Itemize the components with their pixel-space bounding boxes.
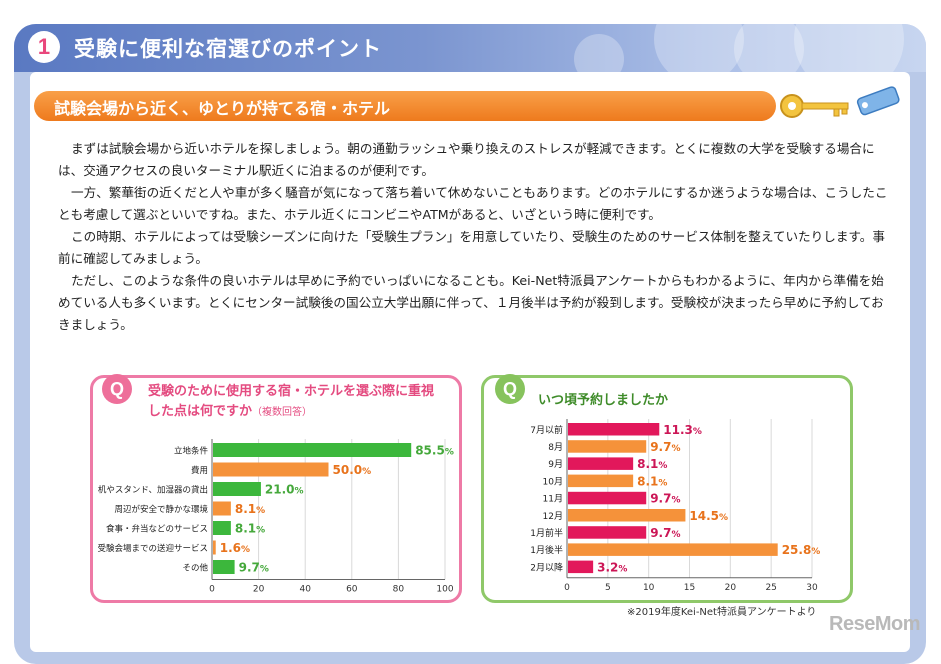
body-text: まずは試験会場から近いホテルを探しましょう。朝の通勤ラッシュや乗り換えのストレス… bbox=[58, 138, 890, 336]
tick-label: 10 bbox=[643, 583, 655, 593]
category-label: 食事・弁当などのサービス bbox=[106, 524, 208, 535]
category-label: 1月前半 bbox=[530, 527, 563, 539]
tick-label: 60 bbox=[346, 585, 358, 595]
paragraph: ただし、このような条件の良いホテルは早めに予約でいっぱいになることも。Kei-N… bbox=[58, 273, 884, 332]
data-label: 9.7% bbox=[650, 440, 680, 454]
data-label: 8.1% bbox=[235, 502, 265, 516]
card-title: いつ頃予約しましたか bbox=[538, 393, 669, 408]
bar bbox=[568, 491, 647, 505]
tick-label: 30 bbox=[806, 583, 818, 593]
data-label: 9.7% bbox=[650, 526, 680, 540]
data-label: 1.6% bbox=[220, 541, 250, 555]
data-label: 8.1% bbox=[637, 474, 667, 488]
q-badge: Q bbox=[495, 374, 525, 404]
brand-logo: ReseMom bbox=[829, 613, 920, 635]
source-note: ※2019年度Kei-Net特派員アンケートより bbox=[627, 607, 817, 618]
bar bbox=[568, 474, 634, 488]
data-label: 85.5% bbox=[415, 444, 454, 458]
bar bbox=[213, 443, 412, 457]
bar bbox=[213, 501, 231, 516]
category-label: 受験会場までの送迎サービス bbox=[97, 543, 208, 554]
tick-label: 25 bbox=[765, 583, 776, 593]
data-label: 9.7% bbox=[239, 561, 269, 575]
category-label: 11月 bbox=[543, 494, 563, 505]
data-label: 11.3% bbox=[663, 423, 702, 437]
data-label: 9.7% bbox=[650, 492, 680, 506]
title-bar bbox=[14, 24, 926, 72]
chart-booking-timing: 7月以前 11.3% 8月 9.7% 9月 8.1% 10月 8.1% 11月 9.7% 12月 14… bbox=[530, 419, 821, 593]
chart-criteria: 立地条件 85.5% 費用 50.0% 机やスタンド、加湿器の貸出 21.0% 周辺が安全で… bbox=[97, 439, 454, 595]
category-label: 費用 bbox=[191, 465, 208, 476]
key-icon bbox=[780, 86, 900, 118]
bar bbox=[213, 462, 329, 477]
data-label: 8.1% bbox=[637, 457, 667, 471]
data-label: 21.0% bbox=[265, 483, 304, 497]
bar bbox=[568, 423, 660, 436]
paragraph: まずは試験会場から近いホテルを探しましょう。朝の通勤ラッシュや乗り換えのストレス… bbox=[58, 141, 875, 178]
section-number: 1 bbox=[28, 31, 60, 63]
bar bbox=[568, 543, 778, 556]
card-title: 受験のために使用する宿・ホテルを選ぶ際に重視した点は何ですか（複数回答） bbox=[148, 382, 438, 423]
category-label: 周辺が安全で静かな環境 bbox=[114, 504, 208, 515]
data-label: 8.1% bbox=[235, 522, 265, 536]
category-label: 10月 bbox=[543, 476, 563, 487]
page-title: 受験に便利な宿選びのポイント bbox=[74, 37, 382, 61]
category-label: 12月 bbox=[543, 511, 563, 522]
bar bbox=[568, 560, 594, 574]
bar bbox=[213, 482, 261, 496]
category-label: 7月以前 bbox=[530, 424, 563, 436]
bar bbox=[568, 526, 647, 539]
tick-label: 20 bbox=[253, 585, 265, 595]
bar bbox=[213, 540, 216, 555]
tick-label: 0 bbox=[209, 585, 215, 595]
tick-label: 100 bbox=[436, 585, 453, 595]
tick-label: 15 bbox=[684, 583, 695, 593]
category-label: 机やスタンド、加湿器の貸出 bbox=[98, 485, 208, 496]
bar bbox=[213, 521, 231, 535]
data-label: 50.0% bbox=[333, 463, 372, 477]
category-label: 1月後半 bbox=[530, 544, 563, 556]
q-badge: Q bbox=[102, 374, 132, 404]
bar bbox=[213, 560, 235, 574]
category-label: 9月 bbox=[548, 459, 563, 470]
tick-label: 0 bbox=[564, 583, 570, 593]
data-label: 14.5% bbox=[689, 509, 728, 523]
category-label: その他 bbox=[182, 563, 208, 574]
survey-card-criteria bbox=[90, 375, 462, 603]
paragraph: この時期、ホテルによっては受験シーズンに向けた「受験生プラン」を用意していたり、… bbox=[58, 229, 885, 266]
category-label: 立地条件 bbox=[174, 446, 209, 457]
data-label: 25.8% bbox=[782, 543, 821, 557]
bar bbox=[568, 509, 686, 522]
section-subtitle: 試験会場から近く、ゆとりが持てる宿・ホテル bbox=[54, 99, 391, 118]
tick-label: 40 bbox=[299, 585, 311, 595]
card-title-note: （複数回答） bbox=[252, 407, 313, 418]
survey-card-booking bbox=[481, 375, 853, 603]
tick-label: 80 bbox=[393, 585, 405, 595]
bar bbox=[568, 440, 647, 453]
tick-label: 5 bbox=[605, 583, 611, 593]
bar bbox=[568, 457, 634, 470]
data-label: 3.2% bbox=[597, 560, 627, 574]
tick-label: 20 bbox=[725, 583, 737, 593]
paragraph: 一方、繁華街の近くだと人や車が多く騒音が気になって落ち着いて休めないこともありま… bbox=[58, 185, 888, 222]
category-label: 2月以降 bbox=[530, 561, 563, 573]
card-title-text: 受験のために使用する宿・ホテルを選ぶ際に重視した点は何ですか bbox=[148, 384, 435, 419]
subtitle-bar bbox=[34, 91, 776, 121]
category-label: 8月 bbox=[548, 442, 563, 453]
